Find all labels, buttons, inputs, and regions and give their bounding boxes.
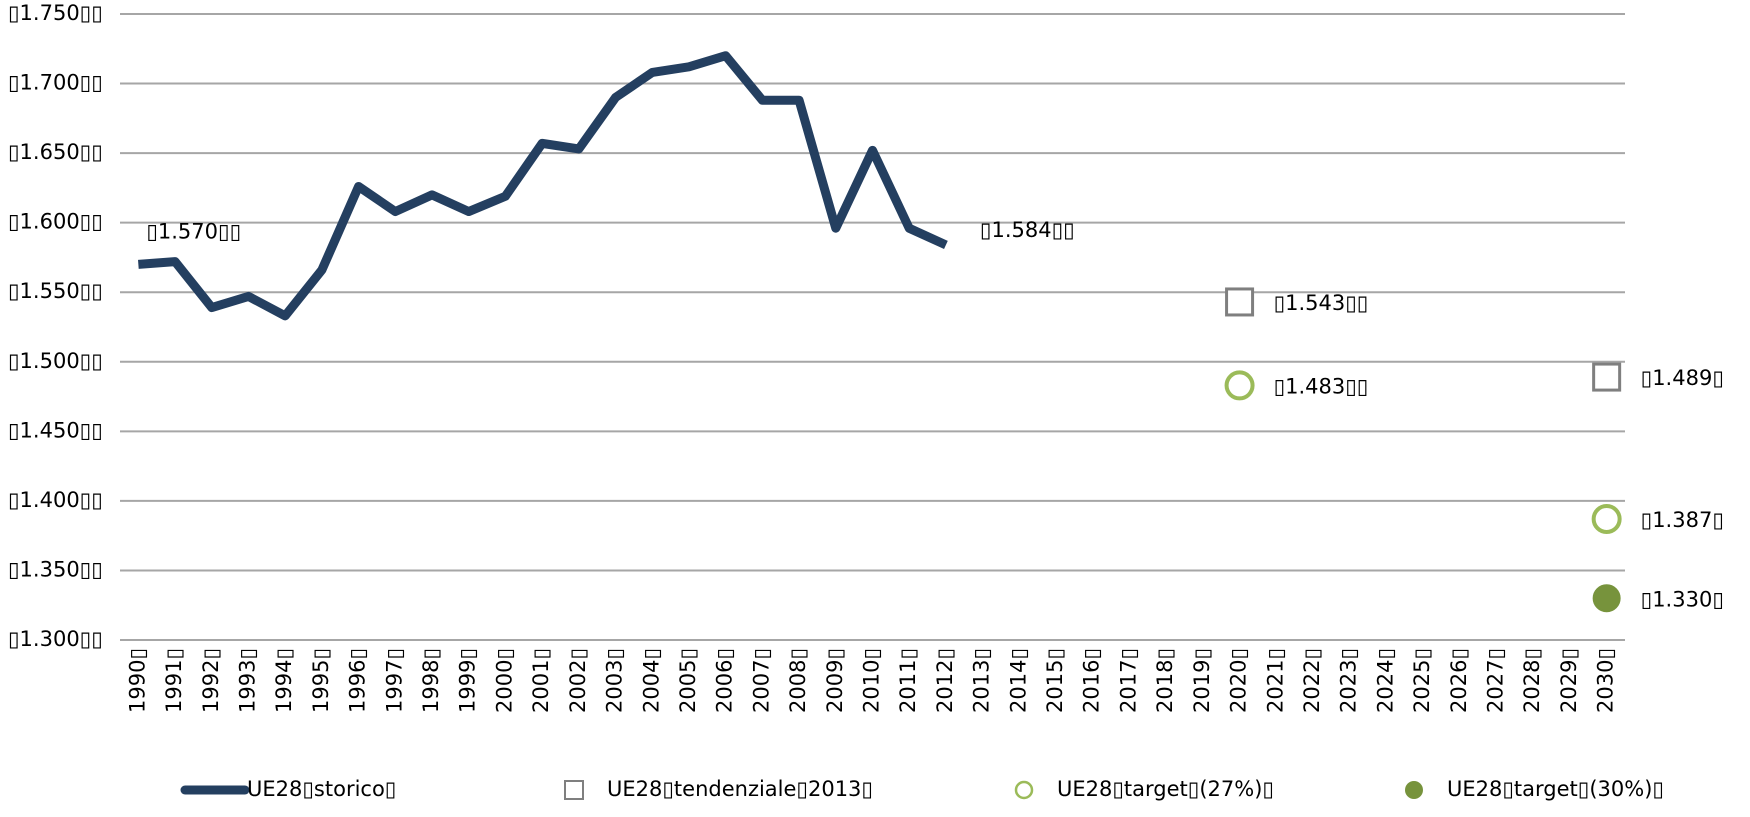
legend-label: UE28▯tendenziale▯2013▯ [607,777,873,801]
legend-label: UE28▯storico▯ [247,777,396,801]
x-tick-label: 2000▯ [492,648,516,713]
x-tick-label: 2001▯ [529,648,553,713]
y-tick-label: ▯1.650▯▯ [8,140,103,164]
x-tick-label: 2029▯ [1557,648,1581,713]
x-tick-label: 2015▯ [1043,648,1067,713]
x-tick-label: 2014▯ [1006,648,1030,713]
x-tick-label: 1991▯ [162,648,186,713]
x-tick-label: 1998▯ [419,648,443,713]
x-tick-label: 2003▯ [603,648,627,713]
data-label: ▯1.543▯▯ [1274,291,1369,315]
x-tick-label: 2004▯ [639,648,663,713]
legend-swatch [564,780,584,800]
legend-label: UE28▯target▯(27%)▯ [1057,777,1274,801]
y-tick-label: ▯1.700▯▯ [8,71,103,95]
y-tick-label: ▯1.550▯▯ [8,279,103,303]
x-tick-label: 2019▯ [1190,648,1214,713]
legend-label: UE28▯target▯(30%)▯ [1447,777,1664,801]
x-tick-label: 2005▯ [676,648,700,713]
legend-swatch [1014,780,1034,800]
x-tick-label: 1997▯ [382,648,406,713]
point [1591,503,1622,534]
x-tick-label: 2010▯ [860,648,884,713]
data-label: ▯1.330▯ [1641,587,1724,611]
x-tick-label: 2009▯ [823,648,847,713]
x-tick-label: 1995▯ [309,648,333,713]
y-tick-label: ▯1.350▯▯ [8,557,103,581]
point [1224,370,1255,401]
x-tick-label: 1996▯ [346,648,370,713]
x-tick-label: 2024▯ [1373,648,1397,713]
x-tick-label: 2020▯ [1227,648,1251,713]
x-tick-label: 2017▯ [1116,648,1140,713]
x-tick-label: 2021▯ [1263,648,1287,713]
data-label: ▯1.387▯ [1641,508,1724,532]
point [1592,584,1621,613]
series-line [138,51,948,321]
x-tick-label: 2018▯ [1153,648,1177,713]
x-tick-label: 2023▯ [1337,648,1361,713]
x-tick-label: 2013▯ [970,648,994,713]
y-tick-label: ▯1.300▯▯ [8,627,103,651]
x-tick-label: 1993▯ [235,648,259,713]
x-tick-label: 1990▯ [125,648,149,713]
y-tick-label: ▯1.500▯▯ [8,349,103,373]
x-tick-label: 1994▯ [272,648,296,713]
x-tick-label: 2030▯ [1594,648,1618,713]
x-tick-label: 2011▯ [896,648,920,713]
data-label: ▯1.489▯ [1641,366,1724,390]
x-tick-label: 2025▯ [1410,648,1434,713]
x-tick-label: 2026▯ [1447,648,1471,713]
y-tick-label: ▯1.450▯▯ [8,418,103,442]
x-tick-label: 1999▯ [456,648,480,713]
y-tick-label: ▯1.400▯▯ [8,488,103,512]
data-label: ▯1.570▯▯ [146,219,241,243]
x-tick-label: 2002▯ [566,648,590,713]
x-tick-label: 2007▯ [749,648,773,713]
x-tick-label: 2012▯ [933,648,957,713]
x-tick-label: 2028▯ [1520,648,1544,713]
y-tick-label: ▯1.600▯▯ [8,210,103,234]
data-label: ▯1.483▯▯ [1274,374,1369,398]
legend-swatch [1405,781,1423,799]
x-tick-label: 2027▯ [1484,648,1508,713]
point [1592,362,1622,392]
x-tick-label: 2016▯ [1080,648,1104,713]
data-label: ▯1.584▯▯ [980,218,1075,242]
x-tick-label: 1992▯ [199,648,223,713]
x-tick-label: 2022▯ [1300,648,1324,713]
point [1225,287,1255,317]
x-tick-label: 2006▯ [713,648,737,713]
x-tick-label: 2008▯ [786,648,810,713]
y-tick-label: ▯1.750▯▯ [8,1,103,25]
